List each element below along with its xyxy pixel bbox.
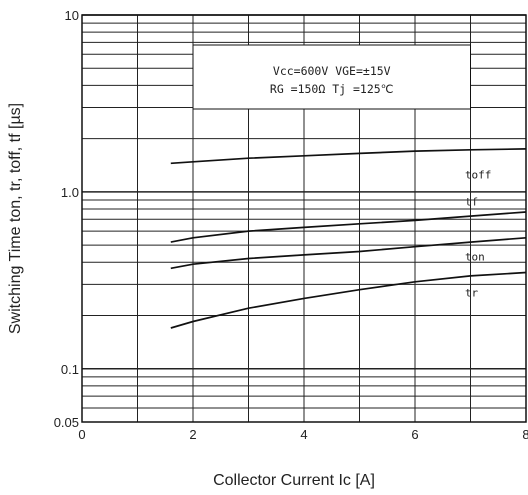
series-line-toff (170, 148, 527, 165)
y-tick-label: 10 (65, 8, 79, 23)
y-tick-label: 1.0 (61, 185, 79, 200)
tick-labels: 0 2 4 6 8 10 1.0 0.1 0.05 (54, 8, 528, 442)
series-group (170, 148, 527, 329)
conditions-line-1: Vcc=600V VGE=±15V (273, 64, 391, 78)
x-tick-label: 4 (300, 427, 307, 442)
series-label-toff: toff (465, 169, 492, 182)
x-tick-label: 2 (189, 427, 196, 442)
x-tick-label: 0 (78, 427, 85, 442)
series-label-tf: tf (465, 196, 478, 209)
series-labels: toff tf ton tr (465, 169, 492, 300)
conditions-line-2: RG =150Ω Tj =125℃ (270, 82, 394, 96)
series-line-tr (170, 271, 527, 329)
x-axis-label: Collector Current Ic [A] (213, 472, 375, 489)
x-tick-label: 8 (522, 427, 528, 442)
series-line-tf (170, 211, 527, 243)
y-tick-label: 0.05 (54, 415, 79, 430)
plot-frame (81, 14, 527, 423)
series-line-ton (170, 236, 527, 270)
series-label-ton: ton (465, 251, 485, 264)
x-tick-label: 6 (411, 427, 418, 442)
series-label-tr: tr (465, 286, 479, 299)
y-axis-label: Switching Time ton, tr, toff, tf [µs] (7, 103, 24, 334)
y-tick-label: 0.1 (61, 362, 79, 377)
conditions-box (192, 44, 471, 110)
